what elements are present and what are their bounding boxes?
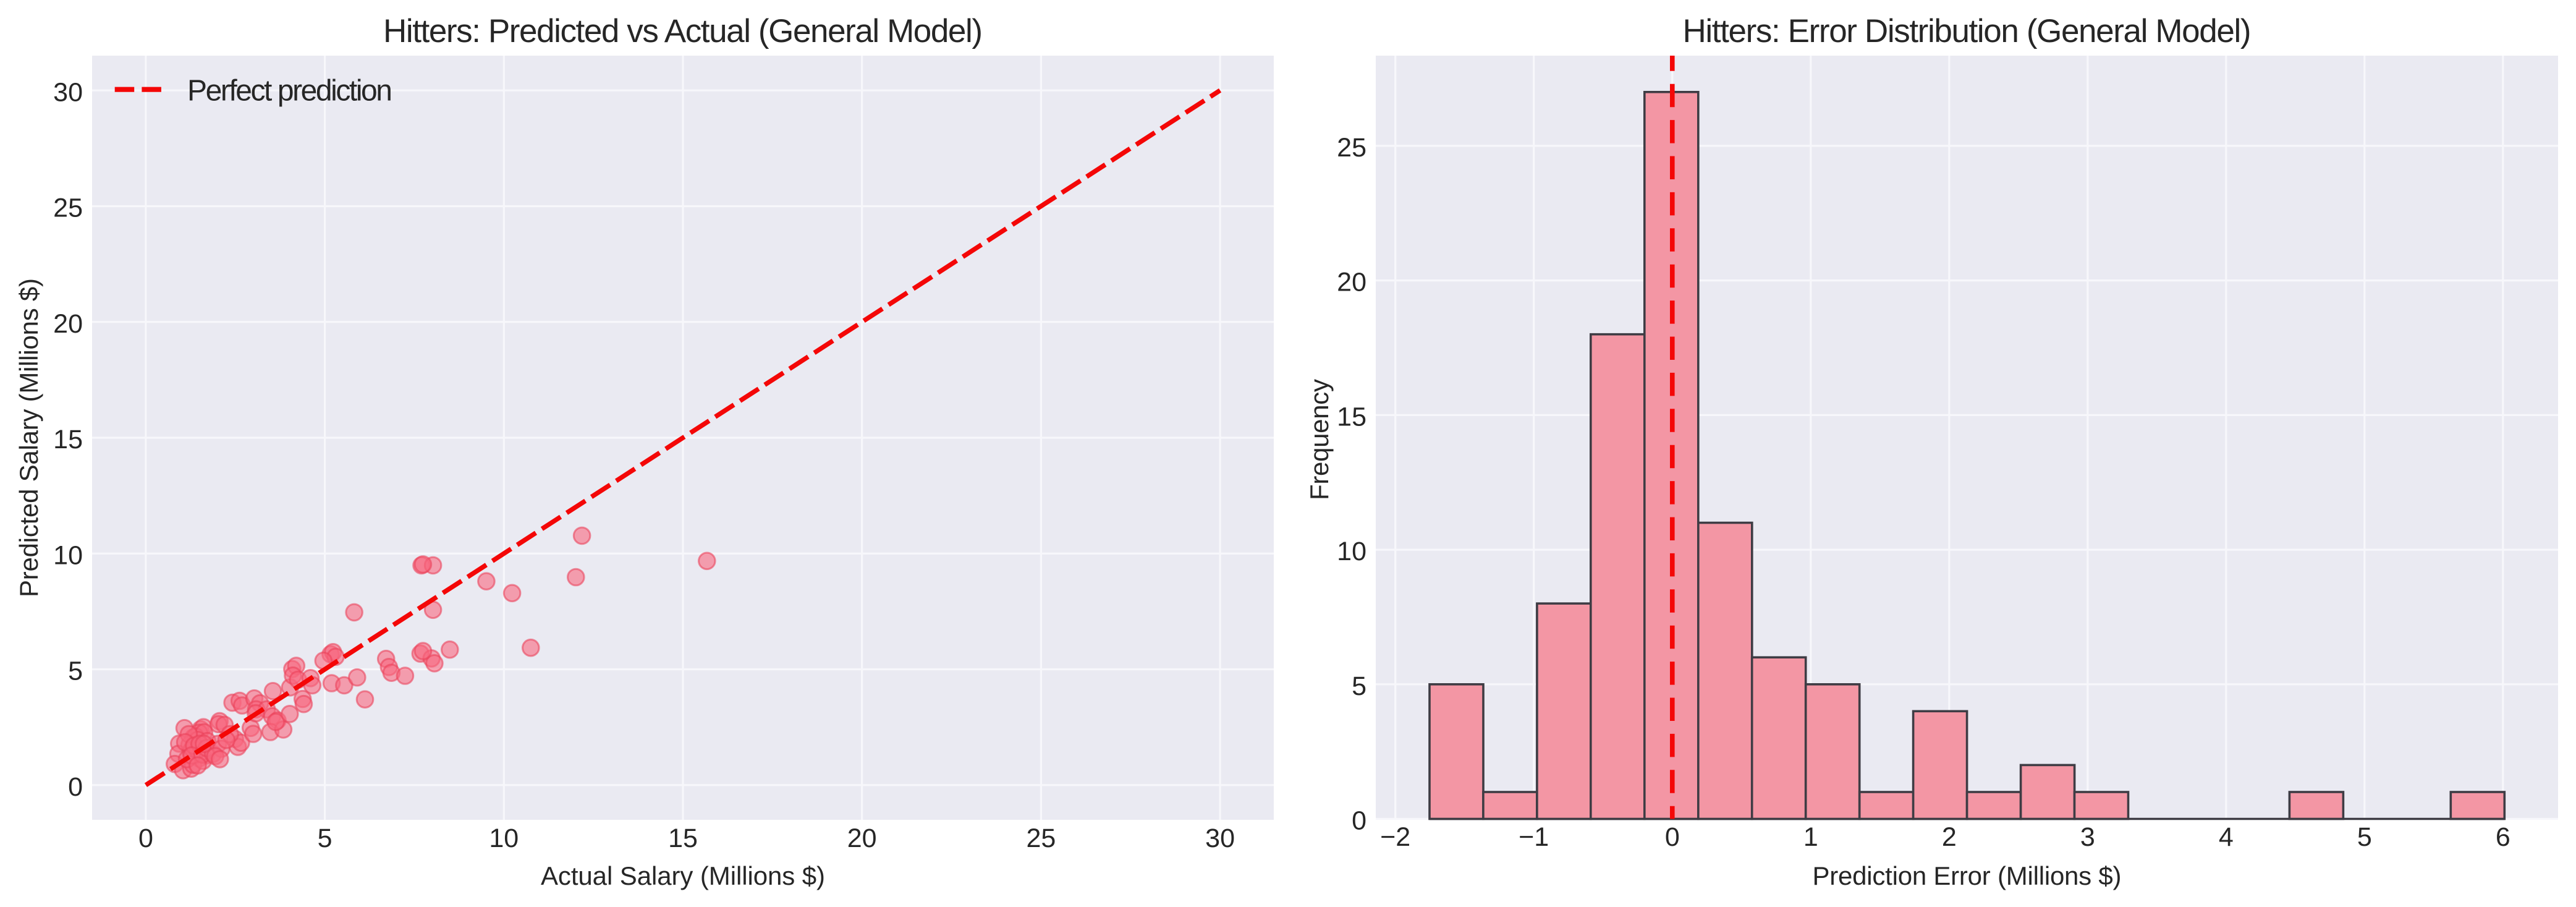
svg-text:6: 6 xyxy=(2496,822,2510,852)
svg-text:Hitters: Predicted vs Actual (: Hitters: Predicted vs Actual (General Mo… xyxy=(383,13,983,49)
svg-text:15: 15 xyxy=(1337,402,1366,432)
svg-text:30: 30 xyxy=(1205,824,1235,853)
svg-text:15: 15 xyxy=(668,824,698,853)
svg-text:5: 5 xyxy=(1352,671,1366,701)
svg-text:25: 25 xyxy=(53,194,83,223)
svg-text:0: 0 xyxy=(138,824,153,853)
svg-text:20: 20 xyxy=(53,309,83,339)
svg-text:4: 4 xyxy=(2219,822,2234,852)
svg-text:5: 5 xyxy=(318,824,333,853)
svg-text:−2: −2 xyxy=(1380,822,1410,852)
svg-text:−1: −1 xyxy=(1519,822,1549,852)
svg-text:25: 25 xyxy=(1026,824,1056,853)
svg-text:Frequency: Frequency xyxy=(1305,379,1334,500)
svg-text:30: 30 xyxy=(53,77,83,107)
svg-text:Actual Salary (Millions $): Actual Salary (Millions $) xyxy=(541,861,825,890)
svg-text:2: 2 xyxy=(1942,822,1957,852)
svg-text:Hitters: Error Distribution (G: Hitters: Error Distribution (General Mod… xyxy=(1683,13,2252,49)
svg-text:0: 0 xyxy=(1352,806,1366,836)
svg-text:0: 0 xyxy=(68,772,83,802)
svg-text:Perfect prediction: Perfect prediction xyxy=(187,75,392,108)
svg-text:Predicted Salary (Millions $): Predicted Salary (Millions $) xyxy=(14,278,43,597)
svg-text:25: 25 xyxy=(1337,133,1366,163)
svg-text:Prediction Error (Millions $): Prediction Error (Millions $) xyxy=(1813,861,2122,890)
svg-text:20: 20 xyxy=(847,824,877,853)
svg-text:10: 10 xyxy=(489,824,519,853)
svg-text:0: 0 xyxy=(1665,822,1680,852)
svg-text:5: 5 xyxy=(2357,822,2372,852)
svg-text:1: 1 xyxy=(1803,822,1818,852)
svg-text:15: 15 xyxy=(53,425,83,454)
svg-text:10: 10 xyxy=(1337,537,1366,566)
svg-text:3: 3 xyxy=(2080,822,2095,852)
svg-text:20: 20 xyxy=(1337,268,1366,297)
svg-text:10: 10 xyxy=(53,540,83,570)
svg-text:5: 5 xyxy=(68,657,83,686)
